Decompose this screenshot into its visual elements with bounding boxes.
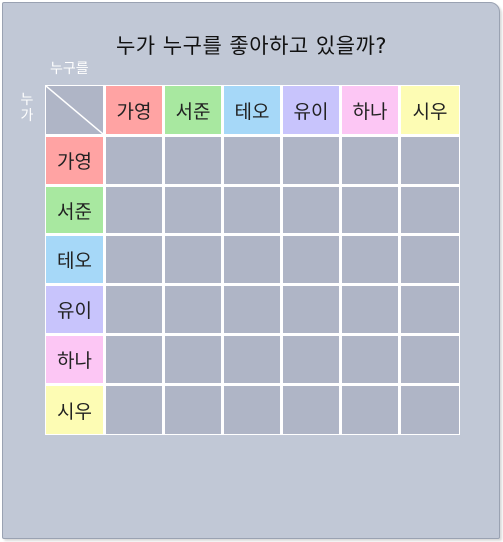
grid-cell[interactable] [342, 187, 398, 233]
grid-cell[interactable] [106, 236, 162, 283]
grid-cell[interactable] [224, 336, 280, 383]
grid-cell[interactable] [165, 386, 221, 434]
grid-cell[interactable] [165, 336, 221, 383]
column-header-6: 시우 [401, 86, 459, 134]
grid-cell[interactable] [401, 336, 459, 383]
grid-cell[interactable] [401, 187, 459, 233]
column-header-5: 하나 [342, 86, 398, 134]
diagonal-line [46, 86, 103, 134]
grid-cell[interactable] [106, 137, 162, 184]
row-axis-label: 누가 [20, 92, 34, 124]
grid-cell[interactable] [165, 137, 221, 184]
grid-cell[interactable] [106, 386, 162, 434]
grid-cell[interactable] [342, 386, 398, 434]
column-axis-label: 누구를 [50, 61, 89, 77]
grid-cell[interactable] [106, 187, 162, 233]
row-header-2: 서준 [46, 187, 103, 233]
row-header-1: 가영 [46, 137, 103, 184]
grid-cell[interactable] [401, 236, 459, 283]
relation-grid: 가영 서준 테오 유이 하나 시우 가영 서준 테오 유이 하나 시우 [45, 85, 460, 435]
grid-cell[interactable] [401, 137, 459, 184]
grid-cell[interactable] [283, 236, 339, 283]
grid-cell[interactable] [224, 386, 280, 434]
row-header-5: 하나 [46, 336, 103, 383]
column-header-4: 유이 [283, 86, 339, 134]
row-header-3: 테오 [46, 236, 103, 283]
grid-cell[interactable] [342, 286, 398, 333]
grid-cell[interactable] [165, 236, 221, 283]
grid-cell[interactable] [224, 187, 280, 233]
grid-cell[interactable] [342, 236, 398, 283]
page-title: 누가 누구를 좋아하고 있을까? [115, 34, 387, 58]
grid-cell[interactable] [106, 286, 162, 333]
grid-cell[interactable] [224, 286, 280, 333]
column-header-1: 가영 [106, 86, 162, 134]
grid-cell[interactable] [283, 386, 339, 434]
grid-cell[interactable] [401, 286, 459, 333]
column-header-2: 서준 [165, 86, 221, 134]
grid-cell[interactable] [283, 187, 339, 233]
grid-cell[interactable] [283, 286, 339, 333]
grid-cell[interactable] [224, 137, 280, 184]
grid-cell[interactable] [224, 236, 280, 283]
grid-cell[interactable] [165, 286, 221, 333]
row-header-6: 시우 [46, 386, 103, 434]
row-header-4: 유이 [46, 286, 103, 333]
grid-cell[interactable] [401, 386, 459, 434]
grid-cell[interactable] [283, 137, 339, 184]
corner-cell [46, 86, 103, 134]
column-header-3: 테오 [224, 86, 280, 134]
grid-cell[interactable] [283, 336, 339, 383]
grid-cell[interactable] [342, 336, 398, 383]
grid-cell[interactable] [165, 187, 221, 233]
grid-cell[interactable] [106, 336, 162, 383]
grid-cell[interactable] [342, 137, 398, 184]
